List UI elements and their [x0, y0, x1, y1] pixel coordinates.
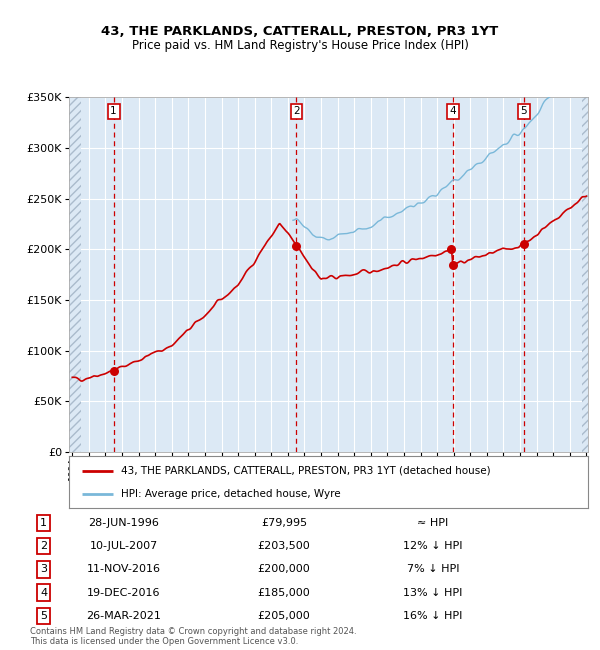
- Text: 12% ↓ HPI: 12% ↓ HPI: [403, 541, 463, 551]
- Text: £203,500: £203,500: [257, 541, 310, 551]
- Text: 19-DEC-2016: 19-DEC-2016: [87, 588, 161, 597]
- Text: 11-NOV-2016: 11-NOV-2016: [87, 564, 161, 575]
- Text: £185,000: £185,000: [257, 588, 310, 597]
- Text: £79,995: £79,995: [261, 518, 307, 528]
- Text: ≈ HPI: ≈ HPI: [418, 518, 449, 528]
- Text: 2: 2: [293, 107, 300, 116]
- Text: £205,000: £205,000: [257, 611, 310, 621]
- Text: This data is licensed under the Open Government Licence v3.0.: This data is licensed under the Open Gov…: [30, 637, 298, 646]
- Text: 4: 4: [450, 107, 457, 116]
- Text: 7% ↓ HPI: 7% ↓ HPI: [407, 564, 459, 575]
- Text: 1: 1: [40, 518, 47, 528]
- Text: 43, THE PARKLANDS, CATTERALL, PRESTON, PR3 1YT: 43, THE PARKLANDS, CATTERALL, PRESTON, P…: [101, 25, 499, 38]
- Text: Contains HM Land Registry data © Crown copyright and database right 2024.: Contains HM Land Registry data © Crown c…: [30, 627, 356, 636]
- Text: 13% ↓ HPI: 13% ↓ HPI: [403, 588, 463, 597]
- Text: 4: 4: [40, 588, 47, 597]
- Text: 43, THE PARKLANDS, CATTERALL, PRESTON, PR3 1YT (detached house): 43, THE PARKLANDS, CATTERALL, PRESTON, P…: [121, 466, 491, 476]
- Text: 2: 2: [40, 541, 47, 551]
- Text: 5: 5: [40, 611, 47, 621]
- Text: Price paid vs. HM Land Registry's House Price Index (HPI): Price paid vs. HM Land Registry's House …: [131, 39, 469, 52]
- Text: 5: 5: [521, 107, 527, 116]
- Text: 16% ↓ HPI: 16% ↓ HPI: [403, 611, 463, 621]
- Text: 10-JUL-2007: 10-JUL-2007: [90, 541, 158, 551]
- Text: HPI: Average price, detached house, Wyre: HPI: Average price, detached house, Wyre: [121, 489, 341, 499]
- Text: 3: 3: [40, 564, 47, 575]
- Text: £200,000: £200,000: [257, 564, 310, 575]
- Text: 1: 1: [110, 107, 117, 116]
- Text: 26-MAR-2021: 26-MAR-2021: [86, 611, 161, 621]
- Text: 28-JUN-1996: 28-JUN-1996: [88, 518, 159, 528]
